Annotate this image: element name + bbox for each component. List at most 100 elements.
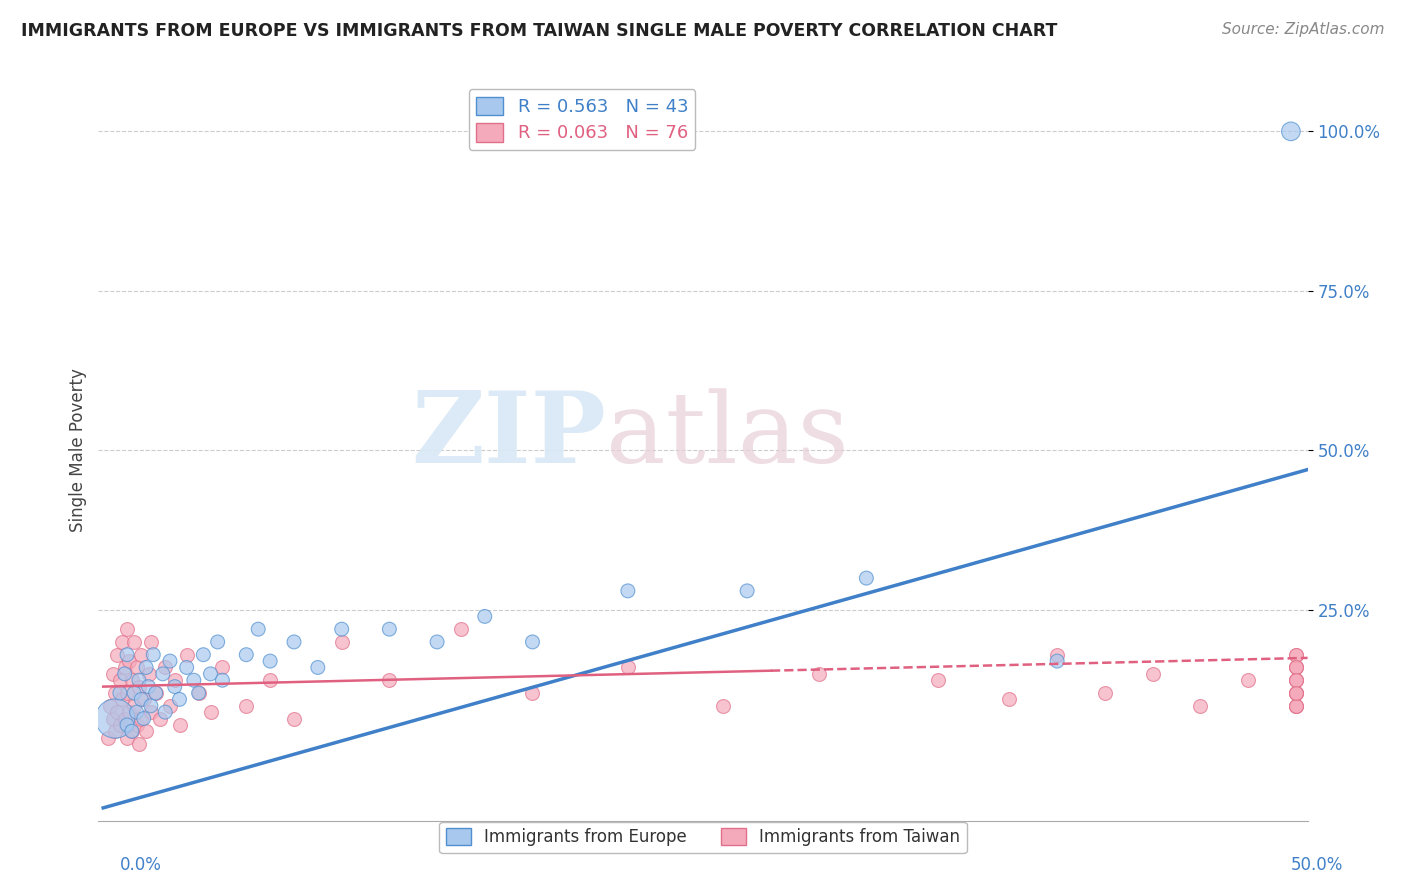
Point [118,705,141,719]
Point [1285,673,1308,688]
Point [522,686,544,700]
Point [121,724,143,739]
Point [104,724,127,739]
Point [114,660,136,674]
Point [159,654,181,668]
Point [107,648,129,662]
Point [1285,673,1308,688]
Point [1285,686,1308,700]
Point [330,635,353,649]
Point [735,583,758,598]
Point [235,648,257,662]
Point [131,712,153,726]
Point [259,673,281,688]
Point [131,692,153,706]
Point [125,705,148,719]
Point [1285,698,1308,713]
Point [522,635,544,649]
Point [855,571,877,585]
Point [211,660,233,674]
Point [187,686,209,700]
Point [139,705,162,719]
Point [283,635,305,649]
Point [101,666,124,681]
Point [128,680,150,694]
Point [114,712,136,726]
Point [927,673,949,688]
Text: IMMIGRANTS FROM EUROPE VS IMMIGRANTS FROM TAIWAN SINGLE MALE POVERTY CORRELATION: IMMIGRANTS FROM EUROPE VS IMMIGRANTS FRO… [21,22,1057,40]
Point [1237,673,1260,688]
Point [450,622,472,636]
Point [139,698,162,713]
Point [139,635,162,649]
Point [152,666,174,681]
Point [115,718,138,732]
Point [98,698,121,713]
Point [169,692,191,706]
Point [200,666,222,681]
Point [114,666,136,681]
Point [259,654,281,668]
Point [1285,660,1308,674]
Point [1285,698,1308,713]
Point [711,698,734,713]
Point [474,609,496,624]
Point [187,686,209,700]
Legend: Immigrants from Europe, Immigrants from Taiwan: Immigrants from Europe, Immigrants from … [440,822,966,853]
Point [235,698,257,713]
Point [207,635,229,649]
Point [378,622,401,636]
Point [115,648,138,662]
Point [1285,660,1308,674]
Point [135,660,157,674]
Point [163,680,186,694]
Point [998,692,1021,706]
Point [128,737,150,751]
Point [247,622,270,636]
Text: atlas: atlas [606,388,849,483]
Point [138,666,160,681]
Point [104,712,127,726]
Point [97,731,120,745]
Point [107,705,129,719]
Point [1285,686,1308,700]
Point [1046,648,1069,662]
Point [115,622,138,636]
Point [1142,666,1164,681]
Text: 0.0%: 0.0% [120,856,162,874]
Point [118,654,141,668]
Point [145,686,167,700]
Point [122,635,145,649]
Point [131,648,153,662]
Point [1285,686,1308,700]
Point [617,583,640,598]
Point [108,673,131,688]
Point [1285,686,1308,700]
Point [132,692,155,706]
Text: ZIP: ZIP [412,387,606,484]
Point [111,692,134,706]
Point [211,673,233,688]
Point [145,686,167,700]
Point [104,686,127,700]
Point [1285,660,1308,674]
Point [132,712,155,726]
Point [159,698,181,713]
Point [1285,648,1308,662]
Point [1279,124,1302,138]
Point [1285,698,1308,713]
Point [135,724,157,739]
Point [183,673,205,688]
Point [176,660,198,674]
Point [142,648,165,662]
Text: 50.0%: 50.0% [1291,856,1343,874]
Point [330,622,353,636]
Point [138,680,160,694]
Point [108,686,131,700]
Point [111,635,134,649]
Point [200,705,222,719]
Point [169,718,191,732]
Point [307,660,329,674]
Text: Source: ZipAtlas.com: Source: ZipAtlas.com [1222,22,1385,37]
Point [121,673,143,688]
